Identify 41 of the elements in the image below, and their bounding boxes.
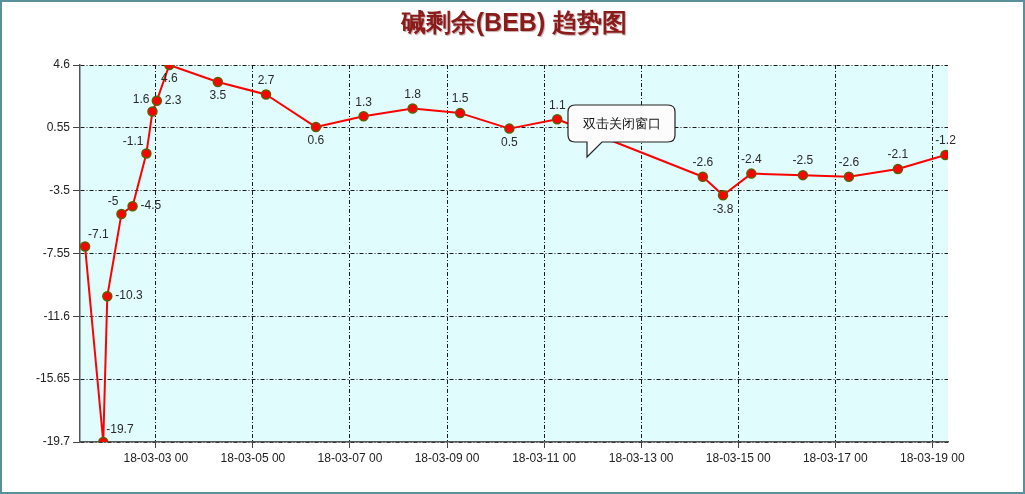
x-tick-label: 18-03-15 00	[705, 450, 771, 465]
x-tick-label: 18-03-17 00	[802, 450, 868, 465]
data-label: 0.6	[307, 133, 325, 148]
data-label: -2.5	[792, 153, 814, 168]
data-label: -7.1	[88, 226, 110, 241]
x-tick-label: 18-03-03 00	[123, 450, 189, 465]
data-label: -2.6	[838, 155, 860, 170]
data-label: 1.6	[132, 91, 150, 106]
x-tick-label: 18-03-11 00	[512, 450, 577, 465]
y-tick-label: 4.6	[53, 57, 71, 72]
data-label: -5	[107, 194, 119, 209]
data-label: -10.3	[115, 288, 143, 303]
y-tick-label: -11.6	[43, 308, 71, 323]
data-label: -1.2	[935, 133, 957, 148]
y-tick-label: 0.55	[46, 120, 71, 135]
data-label: -4.5	[140, 198, 162, 213]
data-label: 1.1	[548, 97, 566, 112]
data-label: 1.5	[451, 91, 469, 106]
data-label: 1.8	[404, 86, 422, 101]
data-label: -2.1	[887, 147, 909, 162]
data-label: 0.5	[501, 134, 519, 149]
chart-title: 碱剩余(BEB) 趋势图	[400, 8, 628, 36]
y-tick-label: -19.7	[42, 434, 71, 449]
x-tick-label: 18-03-05 00	[220, 450, 286, 465]
y-tick-label: -3.5	[49, 182, 71, 197]
data-label: 2.3	[164, 93, 182, 107]
data-label: 1.3	[355, 94, 373, 109]
x-tick-label: 18-03-07 00	[317, 450, 383, 465]
data-label: -19.7	[106, 422, 134, 437]
data-label: -2.4	[741, 151, 763, 166]
data-label: -2.6	[692, 155, 714, 170]
y-tick-label: -7.55	[42, 245, 71, 260]
data-label: 3.5	[209, 88, 227, 103]
x-tick-label: 18-03-13 00	[608, 450, 674, 465]
y-tick-label: -15.65	[35, 371, 71, 386]
x-tick-label: 18-03-09 00	[414, 450, 480, 465]
annotation: 双击关闭窗口	[582, 116, 661, 131]
data-label: -3.8	[712, 201, 734, 216]
data-label: 2.7	[257, 72, 275, 87]
x-tick-label: 18-03-19 00	[899, 450, 966, 465]
data-label: -1.1	[122, 133, 144, 148]
